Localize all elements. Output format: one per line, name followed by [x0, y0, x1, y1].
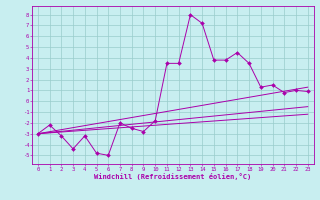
X-axis label: Windchill (Refroidissement éolien,°C): Windchill (Refroidissement éolien,°C): [94, 173, 252, 180]
